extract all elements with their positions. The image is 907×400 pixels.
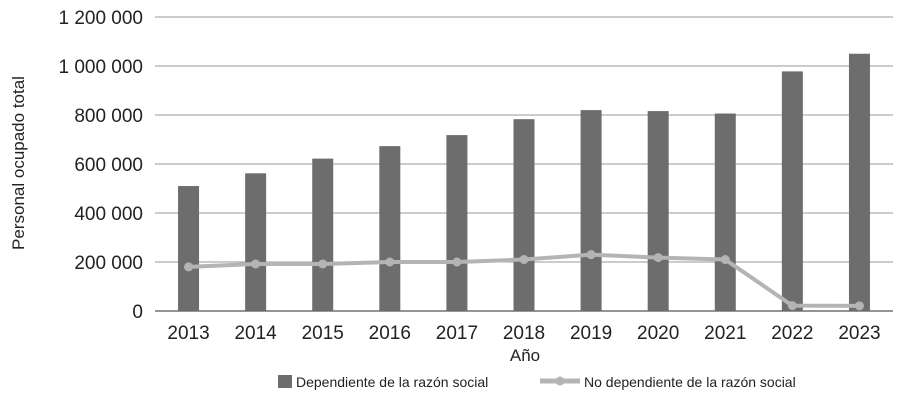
- bar-2017: [446, 135, 468, 311]
- y-axis-ticks: 0 200 000 400 000 600 000 800 000 1 000 000 1 …: [58, 8, 143, 323]
- bar-2023: [848, 53, 870, 311]
- line-point-2014: [251, 259, 261, 269]
- x-tick-label: 2019: [570, 323, 612, 344]
- x-tick-label: 2023: [838, 323, 880, 344]
- line-point-2023: [854, 301, 864, 311]
- bar-2015: [312, 158, 334, 311]
- bar-2021: [714, 113, 736, 311]
- line-point-2019: [586, 250, 596, 260]
- y-tick-label: 800 000: [74, 106, 143, 127]
- x-tick-label: 2020: [637, 323, 679, 344]
- line-series: [184, 250, 864, 311]
- legend-swatch-marker: [555, 376, 565, 386]
- x-tick-label: 2014: [234, 323, 277, 344]
- line-point-2013: [184, 262, 194, 272]
- x-tick-label: 2013: [167, 323, 209, 344]
- y-tick-label: 1 000 000: [58, 57, 143, 78]
- x-tick-label: 2021: [704, 323, 746, 344]
- bar-2022: [781, 71, 803, 311]
- bar-2019: [580, 110, 602, 311]
- bar-2018: [513, 119, 535, 311]
- x-tick-label: 2016: [369, 323, 411, 344]
- line-point-2016: [385, 257, 395, 267]
- legend-swatch-bar: [278, 375, 292, 388]
- y-axis-title: Personal ocupado total: [9, 76, 28, 250]
- legend-label-line: No dependiente de la razón social: [584, 374, 796, 390]
- y-tick-label: 1 200 000: [58, 8, 143, 29]
- y-tick-label: 400 000: [74, 204, 143, 225]
- x-axis-ticks: 2013 2014 2015 2016 2017 2018 2019 2020 2021 2022…: [167, 323, 880, 344]
- line-point-2018: [519, 255, 529, 265]
- x-tick-label: 2015: [302, 323, 344, 344]
- bar-2014: [245, 173, 267, 311]
- bar-series: [178, 53, 870, 311]
- legend-label-bar: Dependiente de la razón social: [296, 374, 488, 390]
- y-tick-label: 600 000: [74, 155, 143, 176]
- line-point-2015: [318, 259, 328, 269]
- x-axis-title: Año: [510, 346, 540, 365]
- y-tick-label: 0: [132, 302, 143, 323]
- legend: Dependiente de la razón social No depend…: [278, 374, 796, 390]
- bar-2016: [379, 146, 401, 311]
- bar-2020: [647, 111, 669, 311]
- line-point-2020: [653, 253, 663, 263]
- x-tick-label: 2018: [503, 323, 545, 344]
- line-point-2017: [452, 257, 462, 267]
- line-point-2021: [720, 255, 730, 265]
- y-tick-label: 200 000: [74, 253, 143, 274]
- x-tick-label: 2017: [436, 323, 478, 344]
- bar-2013: [178, 186, 200, 311]
- x-tick-label: 2022: [771, 323, 813, 344]
- line-point-2022: [787, 301, 797, 311]
